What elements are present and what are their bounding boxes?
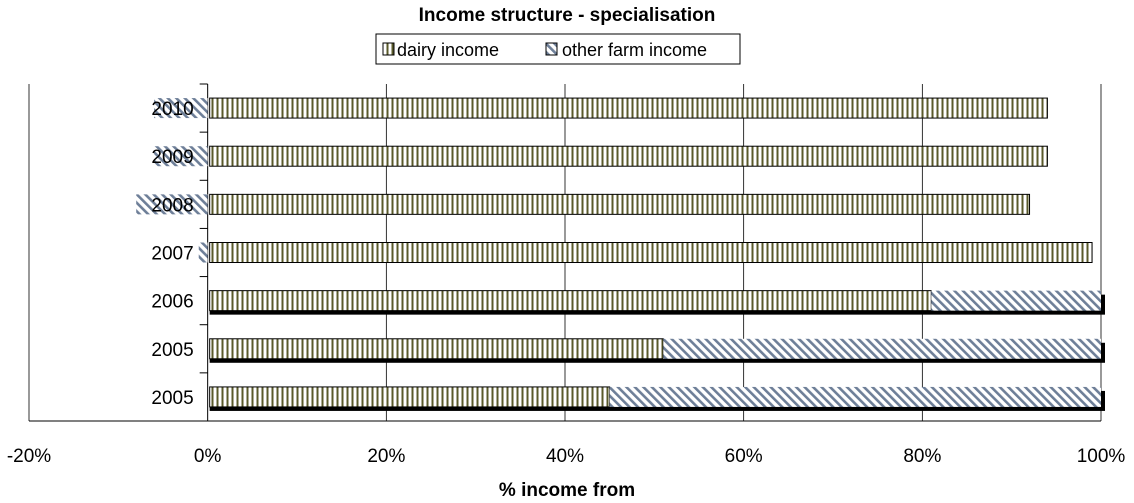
x-tick-label: 40% [546, 446, 584, 467]
bar-dairy-income [209, 386, 611, 408]
bar-other-farm-income [663, 338, 1101, 359]
x-tick-label: 20% [367, 446, 405, 467]
y-tick-label: 2010 [151, 99, 193, 120]
legend-label: dairy income [397, 40, 499, 60]
bar-other-farm-income [198, 242, 208, 263]
bar-other-farm-income [136, 194, 208, 215]
bar-other-farm-income [154, 146, 208, 167]
y-tick-label: 2006 [151, 292, 193, 313]
chart-title: Income structure - specialisation [419, 5, 716, 26]
legend-swatch [545, 42, 558, 56]
bar-other-farm-income [609, 386, 1101, 407]
y-tick-label: 2005 [151, 340, 193, 361]
bar-other-farm-income [931, 290, 1101, 311]
legend-box [375, 33, 741, 65]
legend-label: other farm income [562, 40, 707, 60]
bar-dairy-income [209, 97, 1048, 119]
x-tick-label: 60% [725, 446, 763, 467]
x-tick-label: 100% [1077, 446, 1126, 467]
x-tick-label: 80% [903, 446, 941, 467]
legend-swatch [382, 42, 395, 56]
bar-other-farm-income [154, 98, 208, 119]
bar-dairy-income [209, 338, 664, 360]
bar-dairy-income [209, 193, 1031, 215]
x-tick-label: 0% [194, 446, 222, 467]
x-axis-title: % income from [499, 480, 635, 501]
plot-area: -20% 0% 20% 40% 60% 80% 100% 2005 2005 2006 2007 20… [7, 83, 1126, 467]
bar-dairy-income [209, 290, 932, 312]
y-tick-label: 2008 [151, 195, 193, 216]
legend: dairy income other farm income [375, 33, 741, 65]
bar-dairy-income [209, 242, 1093, 263]
y-tick-label: 2007 [151, 244, 193, 265]
y-tick-label: 2009 [151, 147, 193, 168]
y-tick-label: 2005 [151, 388, 193, 409]
x-tick-label: -20% [7, 446, 51, 467]
bar-dairy-income [209, 145, 1048, 167]
